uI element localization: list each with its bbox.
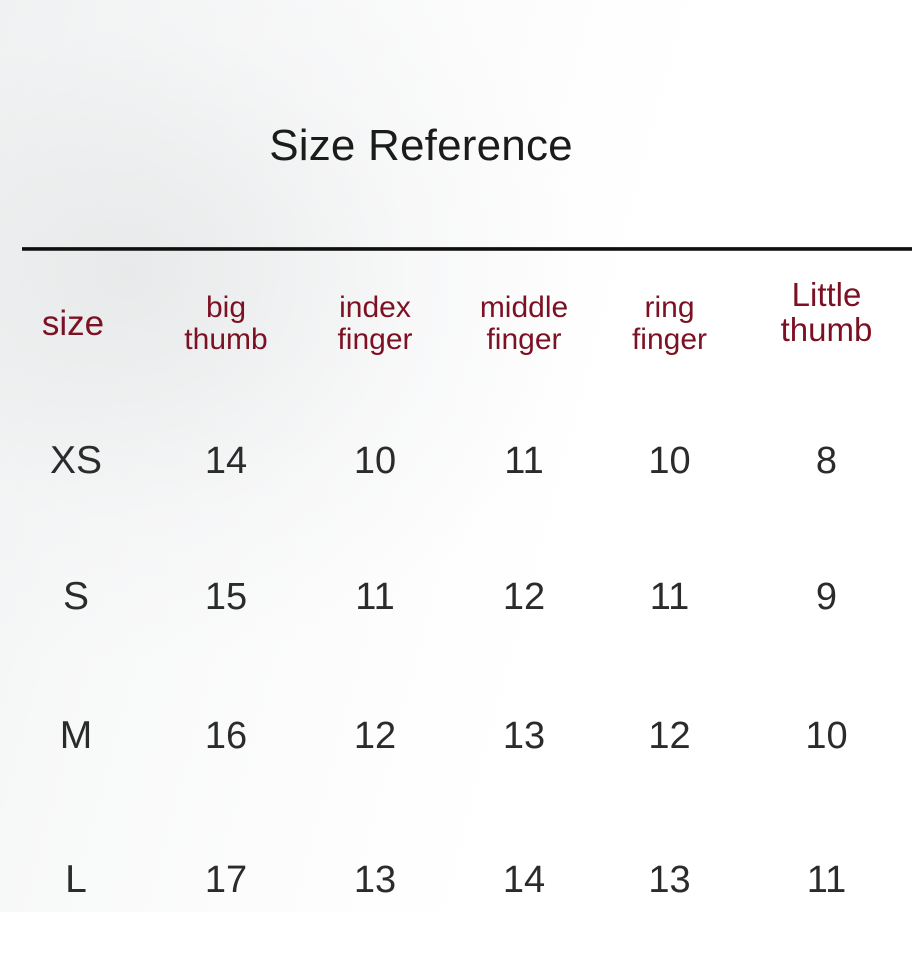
cell-middle-finger: 14 [502, 858, 546, 901]
table-row: S 15 11 12 11 9 [0, 529, 912, 665]
size-reference-chart: Size Reference size big thumb index [0, 0, 912, 912]
cell-size: L [65, 858, 87, 901]
column-header-middle-finger: middle finger [450, 255, 598, 393]
table-row: M 16 12 13 12 10 [0, 665, 912, 807]
cell-big-thumb: 16 [204, 714, 248, 757]
column-header-little-thumb-line2: thumb [780, 311, 873, 349]
cell-size: S [62, 575, 89, 618]
cell-size: M [59, 714, 93, 757]
cell-big-thumb: 14 [204, 439, 248, 482]
cell-ring-finger: 12 [648, 714, 691, 757]
table-header: size big thumb index finger middle finge… [0, 255, 912, 393]
column-header-ring-finger-line1: ring [644, 290, 695, 324]
cell-index-finger: 12 [353, 714, 397, 757]
column-header-size-line1: size [41, 304, 105, 344]
column-header-index-finger-line2: finger [337, 323, 413, 356]
column-header-ring-finger: ring finger [598, 255, 741, 393]
column-header-big-thumb-line2: thumb [184, 323, 268, 356]
cell-index-finger: 13 [353, 858, 397, 901]
column-header-index-finger: index finger [300, 255, 450, 393]
table-body: XS 14 10 11 10 8 S 15 11 12 11 9 M 16 12… [0, 393, 912, 953]
cell-little-thumb: 11 [806, 858, 847, 901]
cell-middle-finger: 12 [502, 575, 546, 618]
column-header-index-finger-line1: index [339, 290, 411, 324]
column-header-little-thumb-line1: Little [791, 276, 862, 313]
cell-ring-finger: 11 [649, 575, 690, 618]
header-divider [22, 247, 912, 251]
cell-middle-finger: 11 [504, 439, 544, 482]
cell-little-thumb: 10 [805, 714, 848, 757]
cell-little-thumb: 9 [815, 575, 838, 618]
cell-index-finger: 11 [355, 575, 395, 618]
table-row: L 17 13 14 13 11 [0, 807, 912, 953]
column-header-big-thumb-line1: big [205, 290, 247, 324]
column-header-middle-finger-line2: finger [486, 323, 562, 356]
column-header-ring-finger-line2: finger [631, 323, 708, 356]
header-row: size big thumb index finger middle finge… [0, 255, 912, 393]
table-row: XS 14 10 11 10 8 [0, 393, 912, 529]
size-reference-table: size big thumb index finger middle finge… [0, 255, 912, 953]
cell-size: XS [49, 439, 103, 482]
cell-middle-finger: 13 [502, 714, 546, 757]
page-title: Size Reference [269, 121, 573, 170]
cell-big-thumb: 15 [204, 575, 248, 618]
cell-ring-finger: 10 [648, 439, 691, 482]
cell-index-finger: 10 [353, 439, 397, 482]
cell-ring-finger: 13 [648, 858, 691, 901]
column-header-middle-finger-line1: middle [479, 290, 569, 324]
column-header-size: size [0, 255, 152, 393]
column-header-big-thumb: big thumb [152, 255, 300, 393]
column-header-little-thumb: Little thumb [741, 255, 912, 393]
cell-little-thumb: 8 [815, 439, 838, 482]
cell-big-thumb: 17 [204, 858, 248, 901]
